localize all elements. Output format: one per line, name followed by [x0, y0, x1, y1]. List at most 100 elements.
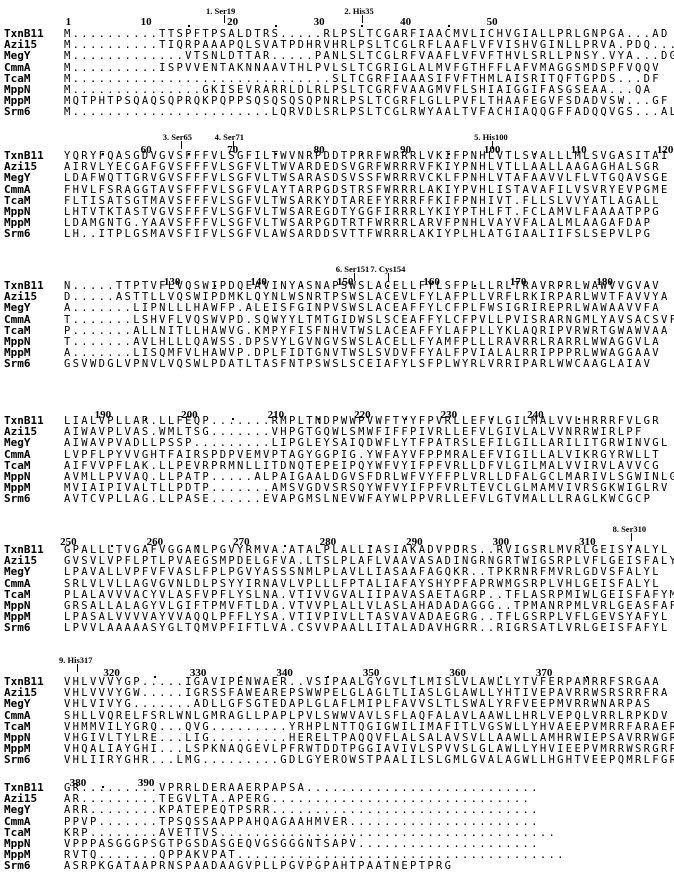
sequence-name: Azi15	[4, 686, 38, 700]
ruler-dot	[101, 786, 104, 788]
sequence-residues: VHMMVILYGRQ...QVG.........YRHPLNTTQGIGWI…	[64, 720, 674, 733]
sequence-residues: LDAMGNTG.YAAVSFFFVLSGFVLTWSARPGDTRTFWRRR…	[64, 217, 653, 230]
ruler-dot	[214, 285, 217, 287]
sequence-residues: GPALLLTVGAFVGGANLPGVYRMVA.ATALPLALLIASIA…	[64, 544, 670, 556]
ruler-number: 360	[449, 667, 466, 679]
sequence-name: MegY	[4, 301, 31, 315]
sequence-residues: YQRYFQASGDVGVSFFFVLSGFILTWVNRPDDTPRRFWRR…	[64, 150, 670, 162]
ruler-dot	[318, 418, 321, 420]
sequence-residues: GVSVLVPFLPTLPVAEGSMPDELGFVA.LTSLPLAFLVAA…	[64, 555, 674, 568]
sequence-row: TxnB11 N.....TTPTVFLVQSWIPDQEAVINYASNAPSW…	[0, 279, 674, 293]
annotation-arrow	[630, 533, 632, 541]
ruler-number: 180	[596, 276, 613, 288]
ruler-number: 310	[579, 536, 596, 548]
sequence-name: CmmA	[4, 182, 31, 196]
ruler-number: 100	[483, 144, 501, 156]
sequence-residues: AVTCVPLLAG.LLPASE......EVAPGMSLNEVWFAYWL…	[64, 493, 653, 506]
ruler-number: 230	[440, 409, 458, 421]
ruler-dot	[300, 285, 303, 287]
sequence-name: Srm6	[4, 357, 31, 371]
ruler-dot	[283, 545, 286, 547]
sequence-row: Azi15 M..........TIQRPAAAPQLSVATPDHRVHRLP…	[0, 39, 674, 52]
ruler-number: 1	[65, 16, 72, 28]
ruler-number: 160	[423, 276, 440, 288]
ruler-number: 270	[233, 536, 250, 548]
sequence-name: MegY	[4, 803, 31, 817]
ruler-dot	[629, 545, 632, 547]
sequence-residues: D.....ASTTLLVQSWIPDMKLQYNLWSNRTPSWSLACEV…	[64, 291, 670, 304]
sequence-row: MppM MQTPHTPSQAQSQPRQKPQPPSQSQSQSQPNRLPSL…	[0, 95, 674, 108]
sequence-row: Azi15 D.....ASTTLLVQSWIPDMKLQYNLWSNRTPSWS…	[0, 291, 674, 304]
ruler-number: 380	[69, 777, 87, 789]
sequence-row: Srm6 LPVVLAAAAASYGLTQMVPFIFTLVA.CSVVPAALL…	[0, 622, 674, 635]
sequence-name: Azi15	[4, 554, 38, 568]
sequence-residues: GRSALLALAGYVLGIFTPMVFTLDA.VTVVPLALLVLASL…	[64, 600, 674, 612]
sequence-row: MegY LDAFWQTTGRVGVSFFFVLSGFVLTWSARASDSVSS…	[0, 171, 674, 185]
conserved-column	[175, 149, 185, 240]
sequence-residues: MQTPHTPSQAQSQPRQKPQPPSQSQSQSQPNRLPSLTCGR…	[64, 95, 670, 108]
sequence-name: MppM	[4, 848, 31, 862]
sequence-name: Azi15	[4, 160, 38, 174]
sequence-row: TcaM P.......ALLNITLLHAWVG.KMPYFISFNHVTWS…	[0, 324, 674, 337]
sequence-name: MegY	[4, 171, 31, 185]
ruler-number: 240	[527, 409, 544, 421]
sequence-row: MppM A.......LISQMFVLHAWVP.DPLFIDTGNVTWSL…	[0, 347, 674, 360]
ruler-number: 40	[400, 16, 412, 28]
sequence-name: CmmA	[4, 447, 31, 461]
sequence-residues: VHGIVLTYLRE...LIG.........HERELTPAQQVFLA…	[64, 732, 674, 744]
sequence-residues: M..........TTSPFTPSALDTRS.....RLPSLTCGAR…	[64, 28, 670, 40]
sequence-residues: LVPFLPYVVGHTFAIRSPDPVEMVPTAGYGGPIG.YWFAY…	[64, 448, 661, 461]
site-annotation: 3. Ser65	[162, 132, 193, 142]
ruler-dot	[491, 418, 494, 420]
sequence-name: MegY	[4, 436, 31, 450]
sequence-residues: PLALAVVVACYVLASFVPFLYSLNA.VTIVVGVALIIPAV…	[64, 588, 674, 601]
sequence-residues: LPVVLAAAAASYGLTQMVPFIFTLVA.CSVVPAALLITAL…	[64, 622, 670, 635]
ruler-dot	[473, 285, 476, 287]
sequence-row: MegY ARR........KPATEPEQTPSRR............…	[0, 803, 674, 817]
sequence-name: Srm6	[4, 859, 31, 873]
ruler-dot	[274, 153, 277, 155]
sequence-name: MppM	[4, 610, 31, 624]
sequence-residues: M...............GKISEVRARRLDLRLPSLTCGRFV…	[64, 84, 653, 96]
conserved-column	[72, 675, 81, 766]
annotation-arrow	[492, 141, 494, 149]
conserved-column	[106, 414, 116, 505]
sequence-residues: A.......LIPNLLLHAWFP.ALEISFGINPVSWSLACEA…	[64, 302, 661, 315]
sequence-row: TcaM AIFVVPFLAK.LLPEVRPRMNLLITDNQTEPEIPQY…	[0, 459, 674, 472]
sequence-residues: P.......ALLNITLLHAWVG.KMPYFISFNHVTWSLACE…	[64, 324, 670, 337]
sequence-residues: VHLIIRYGHR...LMG.........GDLGYEROWSTPAAL…	[64, 754, 674, 767]
ruler-number: 130	[163, 276, 181, 288]
sequence-name: CmmA	[4, 312, 31, 326]
ruler-dot	[447, 153, 450, 155]
sequence-residues: M..............................SLTCGRFIA…	[64, 72, 661, 85]
site-annotation: 2. His35	[344, 6, 374, 16]
conserved-column	[245, 149, 254, 240]
conserved-column	[236, 149, 246, 240]
sequence-row: Srm6 VHLIIRYGHR...LMG.........GDLGYEROWST…	[0, 754, 674, 767]
conserved-column	[305, 149, 315, 240]
sequence-row: Azi15 AIWAVPLVAS.WMLTSG.......VHPGTGQWLSM…	[0, 425, 674, 439]
sequence-row: CmmA PPVP.......TPSQSSAAPPAHQAGAAHMVER...…	[0, 815, 674, 828]
conserved-column	[392, 149, 401, 240]
sequence-row: MppM LDAMGNTG.YAAVSFFFVLSGFVLTWSARPGDTRTF…	[0, 217, 674, 230]
ruler-number: 20	[227, 16, 239, 28]
sequence-name: TcaM	[4, 719, 31, 733]
ruler-dot	[534, 153, 537, 155]
sequence-row: MppN VHGIVLTYLRE...LIG.........HERELTPAQQ…	[0, 732, 674, 745]
sequence-name: MegY	[4, 697, 31, 711]
ruler-number: 150	[336, 276, 354, 288]
sequence-name: TxnB11	[4, 279, 44, 292]
sequence-row: Srm6 GSVWDGLVPNVLVQSWLPDATLTASFNTPSWSLSCE…	[0, 357, 674, 371]
sequence-row: TcaM FLTISATSGTMAVSFFFVLSGFVLTWSARKYDTARE…	[0, 194, 674, 207]
annotation-arrow	[353, 273, 355, 281]
ruler-number: 140	[250, 276, 267, 288]
sequence-name: MppM	[4, 481, 31, 495]
ruler-dot	[577, 418, 580, 420]
ruler-dot	[240, 676, 243, 678]
sequence-row: CmmA LVPFLPYVVGHTFAIRSPDPVEMVPTAGYGGPIG.Y…	[0, 447, 674, 461]
annotation-arrow	[232, 141, 234, 149]
sequence-residues: LHTVTKTASTVGVSFFFVLSGFVLTWSAREGDTYGGFIRR…	[64, 206, 661, 218]
annotation-arrow	[388, 273, 390, 281]
sequence-residues: LIALVPLLAR.LLFEQP.......RMPLTNDPWWPVWFTY…	[64, 415, 661, 427]
sequence-name: Azi15	[4, 425, 38, 439]
